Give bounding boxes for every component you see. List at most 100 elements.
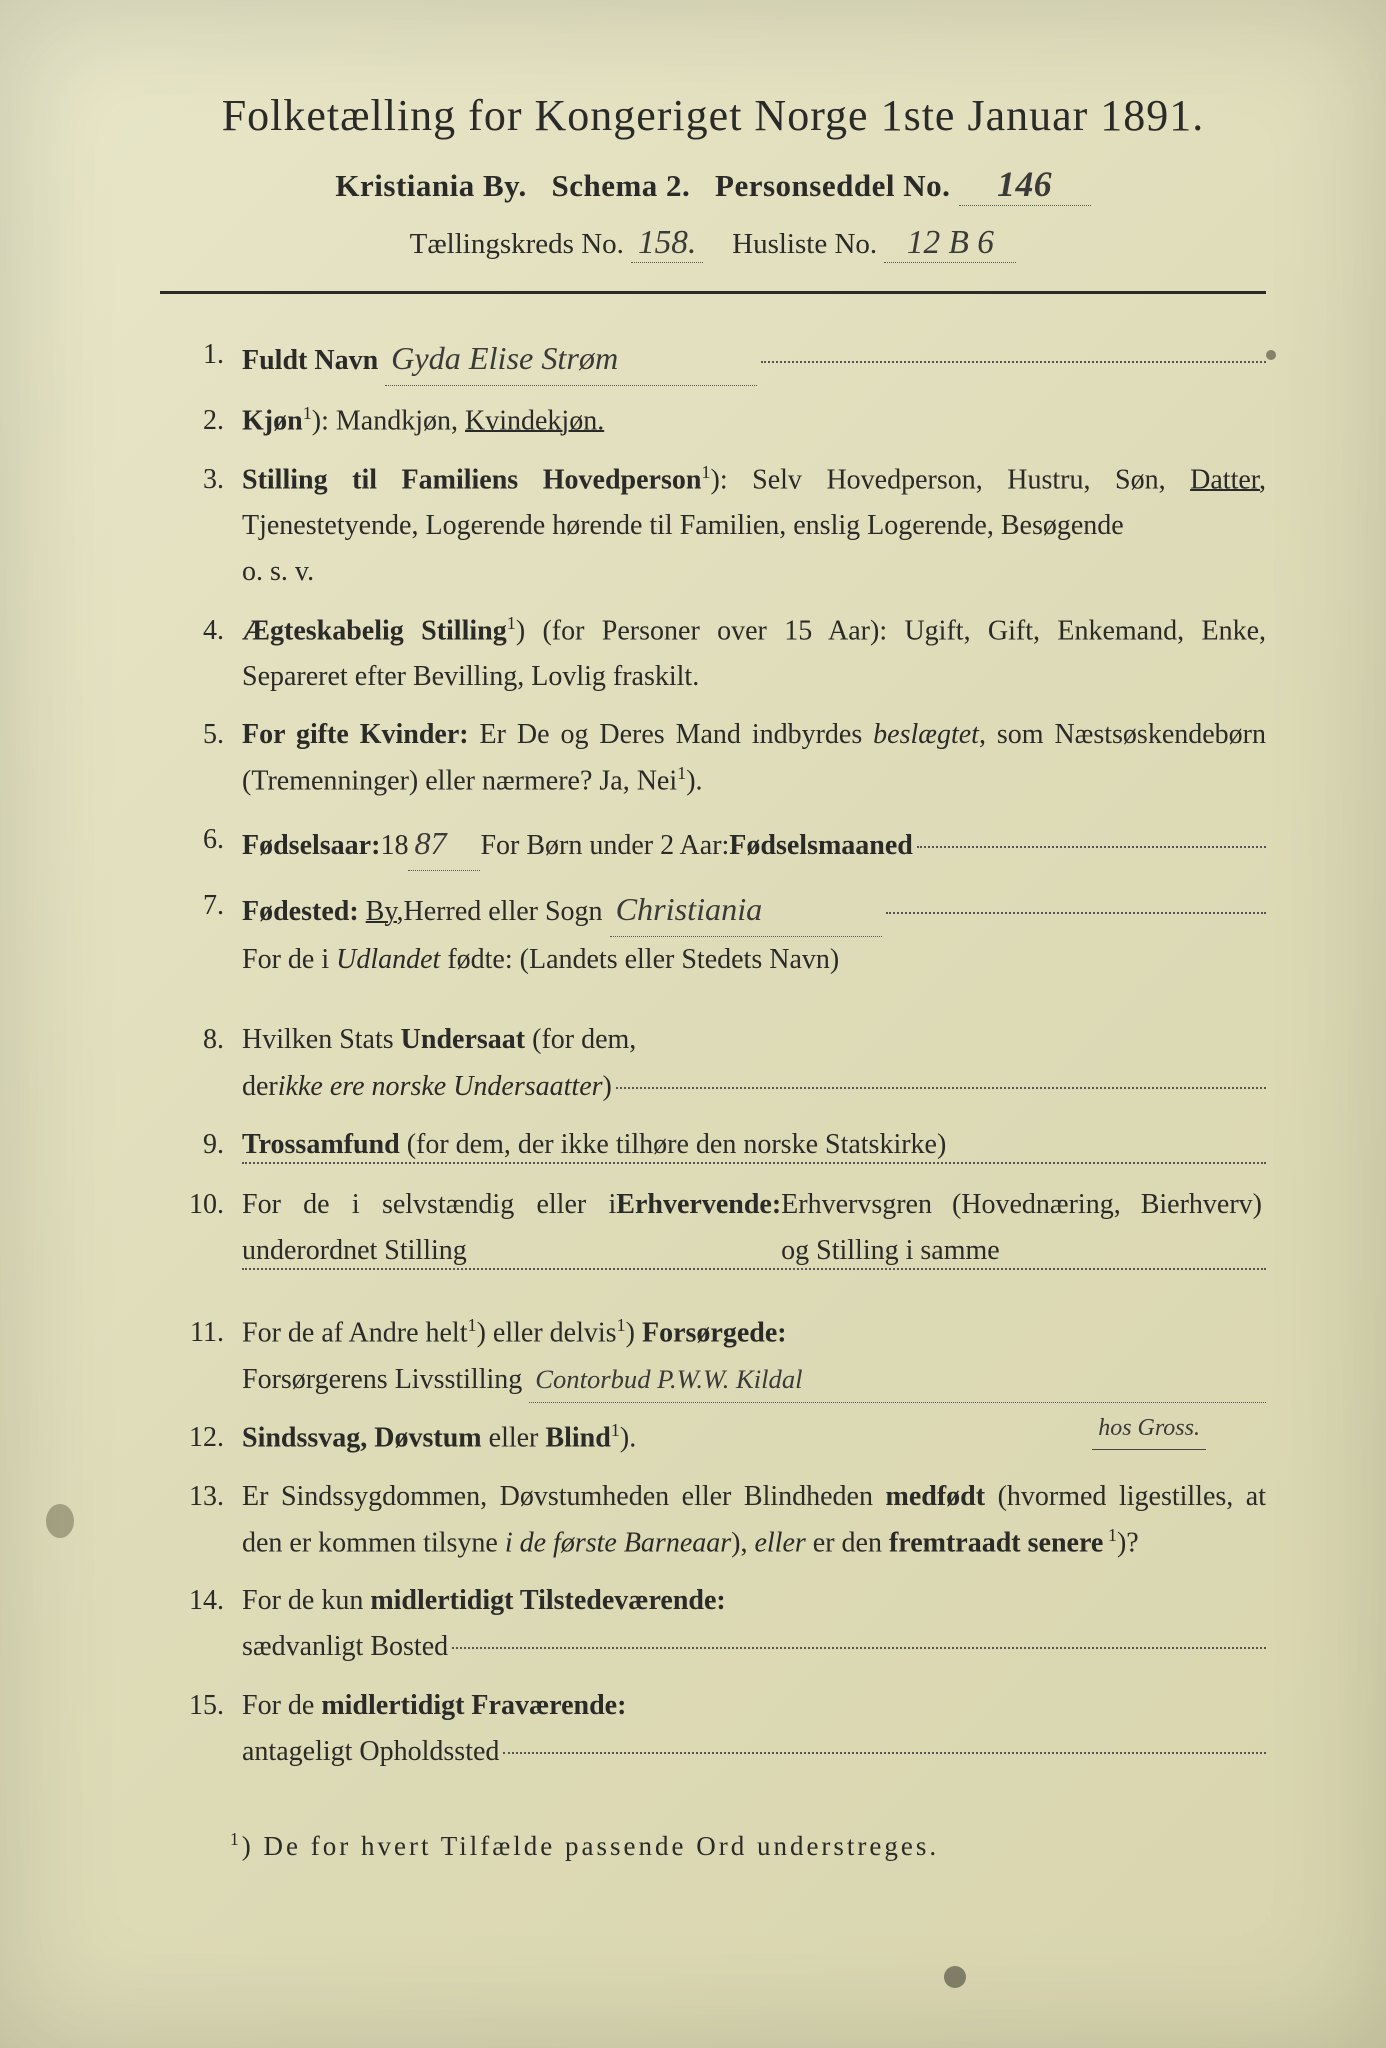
- item-9: 9. Trossamfund (for dem, der ikke tilhør…: [160, 1122, 1266, 1170]
- item-13-sup: 1: [1103, 1525, 1117, 1545]
- item-8-bold: Undersaat: [401, 1024, 525, 1055]
- header-divider: [160, 291, 1266, 294]
- item-14-text: For de kun: [242, 1585, 370, 1616]
- item-15-fill: [503, 1752, 1266, 1754]
- item-5: 5. For gifte Kvinder: Er De og Deres Man…: [160, 712, 1266, 805]
- item-4-sup: 1: [507, 613, 516, 633]
- item-13-italic: i de første Barneaar: [505, 1527, 731, 1558]
- item-13-bold2: fremtraadt senere: [889, 1527, 1103, 1558]
- item-9-fill: [242, 1162, 1266, 1164]
- item-9-content: Trossamfund (for dem, der ikke tilhøre d…: [242, 1122, 1266, 1170]
- item-12-close: ).: [620, 1422, 636, 1453]
- item-5-sup: 1: [677, 763, 686, 783]
- schema-label: Schema 2.: [551, 168, 690, 203]
- item-12-bold: Sindssvag, Døvstum: [242, 1422, 482, 1453]
- item-15: 15. For de midlertidigt Fraværende: anta…: [160, 1683, 1266, 1775]
- item-10-text2: Erhvervsgren (Hovednæring, Bierhverv) og…: [781, 1182, 1262, 1274]
- item-3-etc: o. s. v.: [242, 549, 1266, 595]
- item-8-num: 8.: [160, 1017, 242, 1109]
- item-9-num: 9.: [160, 1122, 242, 1170]
- item-2-text: ): Mandkjøn,: [312, 405, 465, 436]
- item-13-content: Er Sindssygdommen, Døvstumheden eller Bl…: [242, 1474, 1266, 1567]
- birth-year-value: 87: [408, 817, 480, 871]
- census-form-page: Folketælling for Kongeriget Norge 1ste J…: [0, 0, 1386, 2048]
- taellingskreds-label: Tællingskreds No.: [410, 228, 624, 260]
- item-1-num: 1.: [160, 332, 242, 386]
- item-12-sup: 1: [611, 1420, 620, 1440]
- item-3-label: Stilling til Familiens Hovedperson: [242, 464, 701, 495]
- item-6-num: 6.: [160, 817, 242, 871]
- item-8-line2a: der: [242, 1064, 278, 1110]
- item-5-close: ).: [686, 766, 702, 797]
- item-14-fill: [452, 1647, 1266, 1649]
- item-13-text3: ),: [731, 1527, 754, 1558]
- item-11-content: For de af Andre helt1) eller delvis1) Fo…: [242, 1310, 1266, 1403]
- item-7-line2b: fødte: (Landets eller Stedets Navn): [440, 944, 839, 975]
- item-7-num: 7.: [160, 883, 242, 983]
- item-15-text: For de: [242, 1690, 321, 1721]
- item-11-sup2: 1: [617, 1315, 626, 1335]
- item-2-label: Kjøn: [242, 405, 303, 436]
- item-10-num: 10.: [160, 1182, 242, 1276]
- item-8-italic: ikke ere norske Undersaatter: [278, 1064, 603, 1110]
- item-9-text: (for dem, der ikke tilhøre den norske St…: [400, 1129, 947, 1160]
- item-13-num: 13.: [160, 1474, 242, 1567]
- item-6-bold2: Fødselsmaaned: [729, 823, 913, 869]
- spacer-2: [160, 1288, 1266, 1310]
- item-11-line2: Forsørgerens Livsstilling: [242, 1357, 522, 1403]
- item-10: 10. For de i selvstændig eller i underor…: [160, 1182, 1266, 1276]
- provider-value: Contorbud P.W.W. Kildal: [529, 1358, 1266, 1403]
- item-2-selected: Kvindekjøn.: [465, 405, 604, 436]
- item-10-fill2: [242, 1268, 1266, 1270]
- item-2-num: 2.: [160, 398, 242, 445]
- item-3-sup: 1: [701, 462, 710, 482]
- item-11-sup: 1: [468, 1315, 477, 1335]
- item-1-fill: [761, 361, 1266, 363]
- item-8-text2: (for dem,: [525, 1024, 636, 1055]
- item-11: 11. For de af Andre helt1) eller delvis1…: [160, 1310, 1266, 1403]
- item-12-text: eller: [482, 1422, 546, 1453]
- item-5-content: For gifte Kvinder: Er De og Deres Mand i…: [242, 712, 1266, 805]
- item-3-content: Stilling til Familiens Hovedperson1): Se…: [242, 457, 1266, 596]
- item-7-text: Herred eller Sogn: [404, 889, 603, 935]
- item-9-bold: Trossamfund: [242, 1129, 400, 1160]
- item-12: 12. Sindssvag, Døvstum eller Blind1). ho…: [160, 1415, 1266, 1462]
- item-15-line2: antageligt Opholdssted: [242, 1729, 499, 1775]
- item-4-content: Ægteskabelig Stilling1) (for Personer ov…: [242, 608, 1266, 701]
- item-11-num: 11.: [160, 1310, 242, 1403]
- item-4-label: Ægteskabelig Stilling: [242, 615, 507, 646]
- item-2: 2. Kjøn1): Mandkjøn, Kvindekjøn.: [160, 398, 1266, 445]
- item-4-num: 4.: [160, 608, 242, 701]
- item-11-text2: ) eller delvis: [477, 1318, 617, 1349]
- item-14-line2: sædvanligt Bosted: [242, 1624, 448, 1670]
- item-8-fill: [616, 1087, 1266, 1089]
- item-13-bold: medfødt: [886, 1481, 986, 1512]
- personseddel-value: 146: [959, 163, 1091, 206]
- item-5-italic: beslægtet: [873, 719, 979, 750]
- item-3: 3. Stilling til Familiens Hovedperson1):…: [160, 457, 1266, 596]
- item-8: 8. Hvilken Stats Undersaat (for dem, der…: [160, 1017, 1266, 1109]
- item-15-num: 15.: [160, 1683, 242, 1775]
- spacer-1: [160, 995, 1266, 1017]
- item-6-fill: [917, 846, 1266, 848]
- item-12-num: 12.: [160, 1415, 242, 1462]
- item-13-text: Er Sindssygdommen, Døvstumheden eller Bl…: [242, 1481, 886, 1512]
- item-1-content: Fuldt Navn Gyda Elise Strøm: [242, 332, 1266, 386]
- item-6-label: Fødselsaar:: [242, 823, 380, 869]
- paper-stain-2: [46, 1504, 74, 1538]
- item-6: 6. Fødselsaar: 1887 For Børn under 2 Aar…: [160, 817, 1266, 871]
- city-label: Kristiania By.: [335, 168, 526, 203]
- item-14-content: For de kun midlertidigt Tilstedeværende:…: [242, 1578, 1266, 1670]
- item-10-content: For de i selvstændig eller i underordnet…: [242, 1182, 1266, 1276]
- item-10-bold: Erhvervende:: [616, 1182, 781, 1228]
- item-11-text3: ): [626, 1318, 642, 1349]
- item-2-sup: 1: [303, 403, 312, 423]
- item-14-num: 14.: [160, 1578, 242, 1670]
- item-12-bold2: Blind: [545, 1422, 610, 1453]
- paper-stain-3: [1266, 350, 1276, 360]
- personseddel-label: Personseddel No.: [715, 168, 950, 203]
- item-11-bold: Forsørgede:: [642, 1318, 787, 1349]
- item-8-line2b: ): [603, 1064, 612, 1110]
- item-13-close: )?: [1117, 1527, 1139, 1558]
- item-8-content: Hvilken Stats Undersaat (for dem, der ik…: [242, 1017, 1266, 1109]
